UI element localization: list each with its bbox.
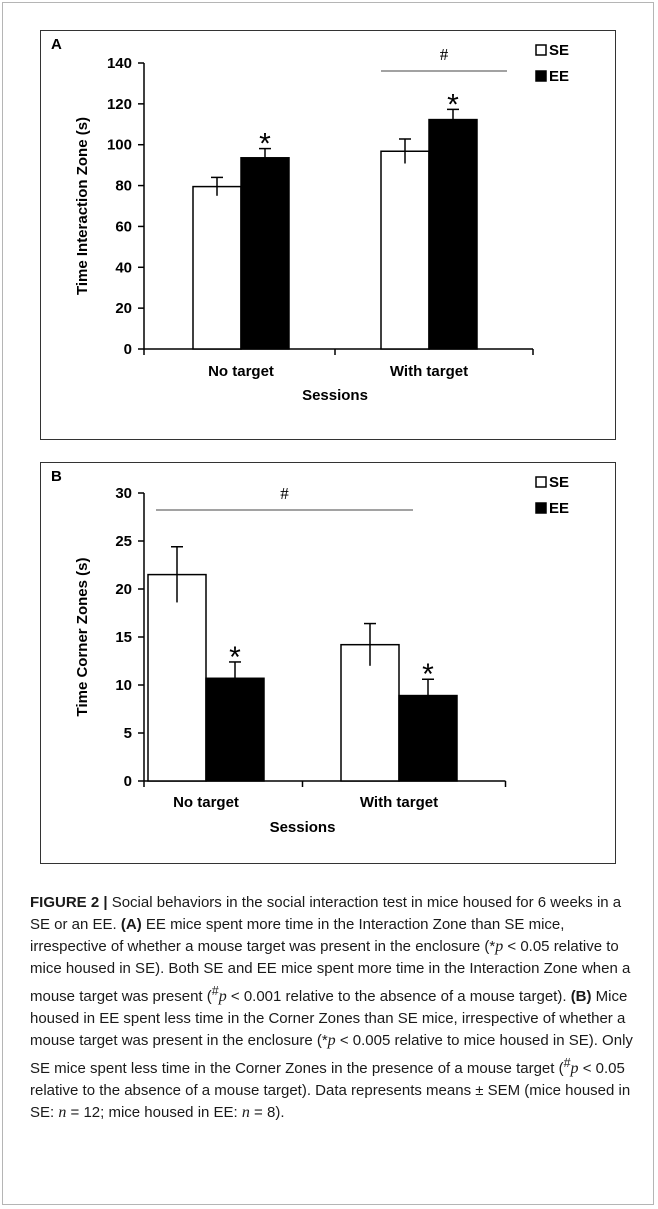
caption-intro: Social behaviors in the social interacti… <box>30 894 622 933</box>
bar-se <box>380 150 430 350</box>
caption-text-b1: Mice housed in EE spent less time in the… <box>30 988 628 1049</box>
y-tick-label: 120 <box>107 96 132 113</box>
x-axis-title: Sessions <box>270 819 336 836</box>
legend-label-ee: EE <box>549 68 569 85</box>
caption-text-a3: < 0.001 relative to the absence of a mou… <box>226 988 571 1005</box>
chart-panel-b: B 0 5 10 15 20 25 30 No target With target Session… <box>40 462 616 864</box>
y-tick-label: 15 <box>115 629 132 646</box>
x-tick-label: No target <box>173 794 239 811</box>
legend-label-ee: EE <box>549 500 569 517</box>
chart-panel-a: A 0 20 40 60 80 100 120 140 No target With target S… <box>40 30 616 440</box>
caption-text-n1: = 12; mice housed in EE: <box>66 1104 242 1121</box>
significance-star: * <box>447 88 459 121</box>
bar-ee <box>240 157 290 350</box>
hash-mark: # <box>280 484 289 503</box>
legend-swatch-ee <box>535 70 547 82</box>
caption-lead: FIGURE 2 | <box>30 894 108 911</box>
figure-caption: FIGURE 2 | Social behaviors in the socia… <box>30 892 636 1124</box>
bar-se <box>147 573 207 782</box>
bar-ee <box>205 677 265 782</box>
caption-p-3: p <box>327 1032 336 1049</box>
x-axis-title: Sessions <box>302 387 368 404</box>
y-tick-label: 100 <box>107 137 132 154</box>
caption-p-1: p <box>495 938 504 955</box>
caption-text-a2: < 0.05 relative to mice housed in SE). B… <box>30 938 631 1005</box>
bar-se <box>340 643 400 782</box>
caption-text-b3: < 0.05 relative to the absence of a mous… <box>30 1060 631 1121</box>
x-tick-label: With target <box>360 794 438 811</box>
hash-mark: # <box>440 45 449 64</box>
panel-letter: A <box>51 36 62 53</box>
y-tick-label: 140 <box>107 55 132 72</box>
significance-star: * <box>422 658 434 691</box>
y-tick-label: 0 <box>124 341 132 358</box>
significance-star: * <box>259 128 271 161</box>
x-tick-label: With target <box>390 363 468 380</box>
y-axis-title: Time Interaction Zone (s) <box>74 117 91 295</box>
legend-swatch-se <box>535 44 547 56</box>
significance-star: * <box>229 641 241 674</box>
y-tick-label: 10 <box>115 677 132 694</box>
y-tick-label: 80 <box>115 178 132 195</box>
legend-swatch-ee <box>535 502 547 514</box>
y-tick-label: 5 <box>124 725 132 742</box>
caption-n-2: n <box>241 1104 250 1121</box>
chart-b-svg: B 0 5 10 15 20 25 30 No target With target Session… <box>51 468 569 836</box>
caption-text-a1: EE mice spent more time in the Interacti… <box>30 916 565 955</box>
legend-label-se: SE <box>549 474 569 491</box>
x-tick-label: No target <box>208 363 274 380</box>
bar-se <box>192 185 242 350</box>
caption-n-1: n <box>58 1104 67 1121</box>
legend-swatch-se <box>535 476 547 488</box>
y-axis-title: Time Corner Zones (s) <box>74 558 91 717</box>
y-tick-label: 60 <box>115 218 132 235</box>
y-tick-label: 0 <box>124 773 132 790</box>
caption-p-4: p <box>570 1060 579 1077</box>
bar-ee <box>428 118 478 350</box>
y-tick-label: 20 <box>115 581 132 598</box>
caption-ref-a: (A) <box>120 916 142 933</box>
y-tick-label: 30 <box>115 485 132 502</box>
caption-text-n2: = 8). <box>249 1104 285 1121</box>
caption-hash-1: # <box>211 984 219 998</box>
caption-p-2: p <box>218 988 227 1005</box>
y-tick-label: 40 <box>115 259 132 276</box>
chart-a-svg: A 0 20 40 60 80 100 120 140 No target With target S… <box>51 36 569 404</box>
caption-hash-2: # <box>563 1056 571 1070</box>
legend-label-se: SE <box>549 42 569 59</box>
caption-text-b2: < 0.005 relative to mice housed in SE). … <box>30 1032 633 1077</box>
y-tick-label: 20 <box>115 300 132 317</box>
caption-ref-b: (B) <box>570 988 592 1005</box>
y-tick-label: 25 <box>115 533 132 550</box>
panel-letter: B <box>51 468 62 485</box>
